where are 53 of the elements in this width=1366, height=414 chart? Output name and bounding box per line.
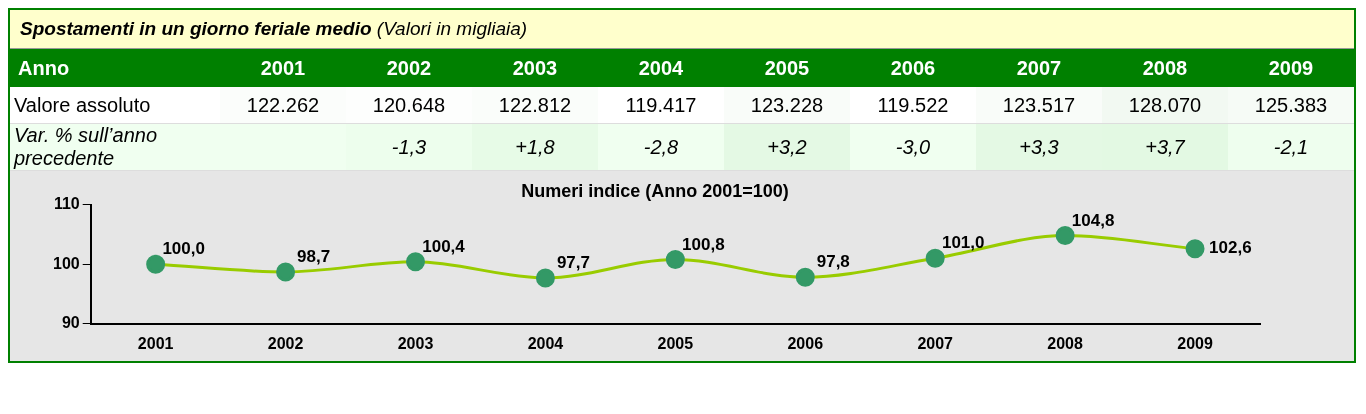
data-label: 119.522	[876, 92, 950, 118]
x-tick-label: 2003	[511, 55, 559, 81]
data-label: +1,8	[472, 124, 598, 170]
x-tick-label: 2005	[763, 55, 811, 81]
data-label: 104,8	[1071, 210, 1115, 230]
data-label: 128.070	[1102, 87, 1228, 123]
x-tick-label: 2003	[397, 334, 434, 352]
x-tick-label: 2007	[917, 334, 954, 352]
x-tick-label: 2001	[137, 334, 174, 352]
data-label: 97,8	[816, 252, 850, 272]
x-tick-label: 2006	[889, 55, 937, 81]
data-label: 102,6	[1209, 238, 1252, 258]
data-label: 100,0	[162, 239, 205, 259]
x-axis-title: Anno	[17, 55, 71, 81]
x-tick-label: 2002	[267, 334, 304, 352]
data-label: 122.812	[472, 87, 598, 123]
x-tick-label: 2008	[1141, 55, 1189, 81]
x-tick-label: 2001	[259, 55, 307, 81]
data-label: +3,2	[724, 124, 850, 170]
x-tick-label: 2009	[1177, 334, 1213, 352]
x-tick-label: 2004	[637, 55, 685, 81]
data-label: +3,7	[1102, 124, 1228, 170]
chart-title: Numeri indice (Anno 2001=100)	[521, 180, 789, 201]
data-label: 98,7	[297, 247, 331, 267]
x-tick-label: 2008	[1047, 334, 1084, 352]
y-tick-label: Valore assoluto	[13, 92, 152, 118]
data-label: 101,0	[941, 233, 985, 253]
y-tick-label: 100	[52, 254, 80, 272]
x-tick-label: 2007	[1015, 55, 1063, 81]
chart-subtitle: (Valori in migliaia)	[376, 18, 528, 39]
x-tick-label: 2006	[787, 334, 824, 352]
data-label: 100,4	[422, 237, 466, 256]
x-tick-label: 2009	[1267, 55, 1315, 81]
x-tick-label: 2002	[385, 55, 433, 81]
x-tick-label: 2005	[657, 334, 694, 352]
data-label: 123.517	[976, 87, 1102, 123]
y-tick-label: 110	[53, 195, 80, 213]
data-label: -2,1	[1228, 124, 1354, 170]
data-label: 97,7	[556, 253, 590, 273]
data-label: -2,8	[642, 134, 680, 160]
data-label: 119.417	[624, 92, 698, 118]
data-label: -1,3	[346, 124, 472, 170]
chart-title: Spostamenti in un giorno feriale medio	[20, 18, 372, 39]
data-label: -3,0	[894, 134, 932, 160]
y-tick-label: Var. % sull’anno precedente	[12, 124, 159, 170]
data-label: 100,8	[682, 234, 725, 254]
data-label: +3,3	[976, 124, 1102, 170]
y-tick-label: 90	[61, 314, 80, 332]
data-label: 120.648	[346, 87, 472, 123]
data-label: 123.228	[724, 87, 850, 123]
data-label: 122.262	[220, 87, 346, 123]
data-label: 125.383	[1228, 87, 1354, 123]
x-tick-label: 2004	[527, 334, 564, 352]
